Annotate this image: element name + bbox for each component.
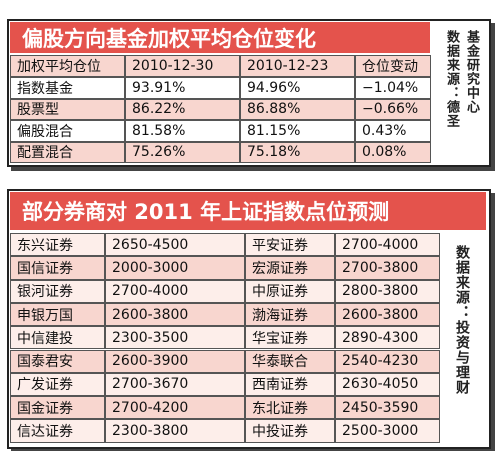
- table-cell: 信达证券: [10, 419, 105, 443]
- source-text: 基金研究中心: [464, 30, 479, 114]
- table-title: 部分券商对 2011 年上证指数点位预测: [10, 192, 486, 230]
- table-cell: 国金证券: [10, 396, 105, 420]
- table-cell: −1.04%: [355, 77, 431, 99]
- table-cell: −0.66%: [355, 98, 431, 120]
- table-cell: 2500-3000: [335, 419, 440, 443]
- table-cell: 国信证券: [10, 256, 105, 280]
- source-text: 数据来源：投资与理财: [454, 245, 470, 395]
- table-cell: 2700-4000: [105, 279, 245, 303]
- table-cell: 2700-3670: [105, 372, 245, 397]
- table-cell: 2300-3500: [105, 326, 245, 350]
- table-cell: 渤海证券: [245, 302, 335, 327]
- table-cell: 81.15%: [240, 120, 355, 142]
- table-cell: 86.88%: [240, 98, 355, 120]
- table-cell: 申银万国: [10, 302, 105, 327]
- table-cell: 0.43%: [355, 120, 431, 142]
- table-cell: 广发证券: [10, 372, 105, 397]
- table-cell: 2700-4000: [335, 233, 440, 257]
- table-cell: 0.08%: [355, 141, 431, 163]
- table-cell: 2630-4050: [335, 372, 440, 397]
- table-cell: 2600-3800: [105, 302, 245, 327]
- table-cell: 86.22%: [125, 98, 240, 120]
- table-cell: 75.26%: [125, 141, 240, 163]
- table-title: 偏股方向基金加权平均仓位变化: [10, 22, 430, 53]
- table-cell: 2600-3900: [105, 349, 245, 373]
- table-cell: 94.96%: [240, 77, 355, 99]
- header-cell: 2010-12-30: [125, 55, 240, 77]
- header-cell: 2010-12-23: [240, 55, 355, 77]
- table-cell: 75.18%: [240, 141, 355, 163]
- table-cell: 宏源证券: [245, 256, 335, 280]
- table-cell: 2890-4300: [335, 326, 440, 350]
- table-cell: 中原证券: [245, 279, 335, 303]
- table-cell: 2700-4200: [105, 396, 245, 420]
- table-cell: 股票型: [10, 98, 125, 120]
- table-cell: 中信建投: [10, 326, 105, 350]
- table-cell: 西南证券: [245, 372, 335, 397]
- table-cell: 2700-3800: [335, 256, 440, 280]
- table-cell: 2800-3800: [335, 279, 440, 303]
- table-cell: 华泰联合: [245, 349, 335, 373]
- table-cell: 指数基金: [10, 77, 125, 99]
- table-cell: 2450-3590: [335, 396, 440, 420]
- table-cell: 93.91%: [125, 77, 240, 99]
- table-cell: 银河证券: [10, 279, 105, 303]
- table-cell: 2650-4500: [105, 233, 245, 257]
- header-cell: 加权平均仓位: [10, 55, 125, 77]
- table-cell: 81.58%: [125, 120, 240, 142]
- header-cell: 仓位变动: [355, 55, 431, 77]
- source-text: 数据来源：德圣: [444, 30, 459, 128]
- table-cell: 偏股混合: [10, 120, 125, 142]
- table-cell: 华宝证券: [245, 326, 335, 350]
- table-cell: 东兴证券: [10, 233, 105, 257]
- table-cell: 2300-3800: [105, 419, 245, 443]
- table-cell: 配置混合: [10, 141, 125, 163]
- table-cell: 2600-3800: [335, 302, 440, 327]
- table-cell: 国泰君安: [10, 349, 105, 373]
- table-cell: 2540-4230: [335, 349, 440, 373]
- table-cell: 2000-3000: [105, 256, 245, 280]
- table-cell: 东北证券: [245, 396, 335, 420]
- table-cell: 平安证券: [245, 233, 335, 257]
- table-cell: 中投证券: [245, 419, 335, 443]
